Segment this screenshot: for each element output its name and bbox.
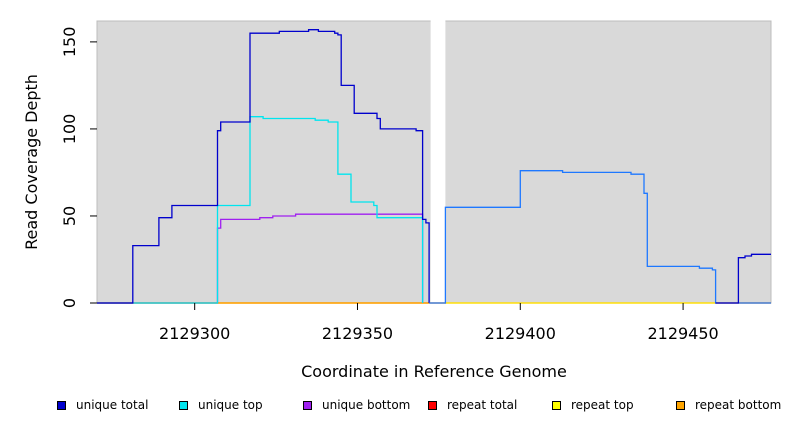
legend-swatch: [303, 400, 312, 410]
series-line-1: [97, 116, 424, 304]
legend-swatch: [676, 400, 685, 410]
y-axis: 0 50 100 150: [60, 27, 97, 308]
legend-swatch: [57, 400, 66, 410]
legend: unique total unique top unique bottom re…: [0, 398, 792, 420]
y-axis-label: Read Coverage Depth: [22, 74, 41, 250]
legend-label: repeat bottom: [695, 398, 782, 412]
legend-swatch: [552, 400, 561, 410]
legend-label: repeat total: [447, 398, 518, 412]
x-tick-label: 2129300: [159, 324, 230, 343]
legend-item-repeat-total: repeat total: [428, 398, 517, 412]
legend-label: unique total: [76, 398, 149, 412]
legend-swatch: [179, 400, 188, 410]
x-axis-label: Coordinate in Reference Genome: [301, 362, 567, 381]
y-tick-label: 50: [60, 206, 79, 226]
y-tick-label: 150: [60, 27, 79, 58]
legend-swatch: [428, 400, 437, 410]
legend-label: repeat top: [571, 398, 634, 412]
series-layer: [97, 29, 771, 304]
y-tick-label: 100: [60, 114, 79, 145]
legend-label: unique bottom: [322, 398, 411, 412]
y-tick-label: 0: [60, 298, 79, 308]
legend-item-unique-total: unique total: [57, 398, 148, 412]
legend-item-unique-top: unique top: [179, 398, 263, 412]
plot-gap: [430, 20, 446, 303]
series-line-0: [97, 29, 430, 304]
x-tick-label: 2129400: [485, 324, 556, 343]
series-line-7: [715, 253, 771, 304]
x-tick-label: 2129450: [647, 324, 718, 343]
x-tick-label: 2129350: [322, 324, 393, 343]
series-line-6: [429, 170, 771, 304]
legend-label: unique top: [198, 398, 263, 412]
legend-item-repeat-bottom: repeat bottom: [676, 398, 781, 412]
legend-item-repeat-top: repeat top: [552, 398, 634, 412]
legend-item-unique-bottom: unique bottom: [303, 398, 410, 412]
x-axis: 2129300 2129350 2129400 2129450: [159, 303, 719, 343]
